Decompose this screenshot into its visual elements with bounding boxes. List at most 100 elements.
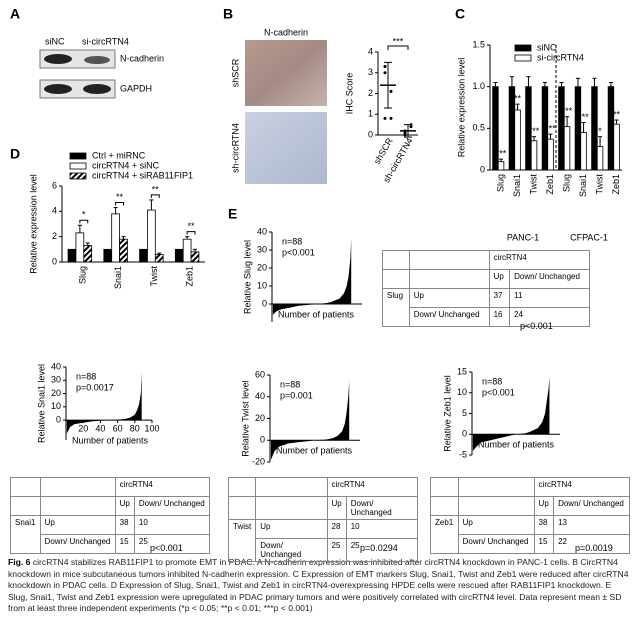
cell <box>255 477 328 497</box>
band-label: GAPDH <box>120 83 152 93</box>
bar <box>190 251 200 263</box>
x-tick-label: Zeb1 <box>611 174 621 195</box>
dot <box>389 89 393 93</box>
bar <box>67 248 77 263</box>
y-tick-label: 1 <box>368 109 373 119</box>
significance: ** <box>188 221 196 231</box>
col-label: Down/ Unchanged <box>509 269 590 289</box>
caption-text: circRTN4 stabilizes RAB11FIP1 to promote… <box>8 557 629 613</box>
y-axis-label: IHC Score <box>344 73 354 115</box>
y-tick-label: 60 <box>255 369 265 379</box>
count: 15 <box>533 534 555 554</box>
y-tick-label: 2 <box>52 231 57 241</box>
legend-swatch <box>69 172 87 180</box>
x-tick-label: Snai1 <box>578 174 588 197</box>
dot <box>389 116 393 120</box>
row-label: Down/ Unchanged <box>255 538 328 562</box>
p-label: p=0.0017 <box>76 382 114 392</box>
x-tick-label: Twist <box>149 266 159 287</box>
row: Down/ Unchanged 16 24 <box>383 307 590 327</box>
bar <box>182 238 192 263</box>
waterfall-area <box>472 376 550 451</box>
bar <box>514 109 521 171</box>
col-label: Down/ Unchanged <box>345 496 419 520</box>
bar <box>574 86 582 171</box>
x-tick-label: 40 <box>95 423 105 433</box>
caption-label: Fig. 6 <box>8 557 31 567</box>
y-tick-label: 15 <box>457 366 467 376</box>
significance: *** <box>393 36 404 46</box>
y-axis-label: Relative Snai1 level <box>36 364 46 443</box>
legend-label: siNC <box>537 42 557 52</box>
count: 11 <box>509 288 590 308</box>
legend-swatch <box>514 44 532 52</box>
bracket <box>186 231 196 235</box>
bar <box>83 245 93 263</box>
bracket <box>79 219 89 224</box>
panel-label: E <box>228 206 237 222</box>
contingency-table: circRTN4 Up Down/ Unchanged Zeb1 Up 38 13 Down/… <box>430 477 631 554</box>
dot <box>403 131 407 135</box>
y-tick-label: 0 <box>56 414 61 424</box>
cell <box>408 269 490 289</box>
legend-label: Ctrl + miRNC <box>92 150 146 160</box>
row-label: Down/ Unchanged <box>408 307 490 327</box>
p-value: p=0.0019 <box>575 543 613 553</box>
x-axis-label: Number of patients <box>72 435 149 445</box>
p-label: p<0.001 <box>282 247 315 257</box>
y-tick-label: 20 <box>51 388 61 398</box>
x-tick-label: Slug <box>496 174 506 192</box>
row: Slug Up 37 11 <box>382 288 590 327</box>
y-tick-label: 30 <box>257 244 267 254</box>
bar <box>607 86 615 171</box>
row: circRTN4 <box>382 250 591 270</box>
y-axis-label: Relative expression level <box>28 174 38 274</box>
bar <box>497 161 505 171</box>
legend-swatch <box>69 152 87 160</box>
significance: * <box>82 210 86 220</box>
lane-label: siNC <box>45 36 65 46</box>
x-tick-label: Slug <box>77 266 87 284</box>
col-header: circRTN4 <box>326 477 418 497</box>
ihc-image <box>245 40 327 106</box>
count: 10 <box>133 515 211 535</box>
bar <box>591 86 598 171</box>
y-tick-label: 5 <box>462 408 467 418</box>
bar <box>613 123 620 171</box>
cell <box>457 496 535 516</box>
row: Down/ Unchanged 25 25 <box>229 538 419 562</box>
x-axis-label: Number of patients <box>278 309 355 319</box>
y-tick-label: 3 <box>368 67 373 77</box>
bracket <box>150 194 160 198</box>
row-header: Snai1 <box>10 515 41 554</box>
x-tick-label: Snai1 <box>512 174 522 197</box>
x-tick-label: Snai1 <box>113 266 123 289</box>
n-label: n=88 <box>282 236 302 246</box>
count: 16 <box>488 307 511 327</box>
bar <box>530 140 538 171</box>
significance: *** <box>562 106 573 116</box>
count: 25 <box>326 538 347 562</box>
count: 25 <box>345 538 419 562</box>
row-label: Up <box>255 519 328 539</box>
y-tick-label: 10 <box>51 401 61 411</box>
x-tick-label: 20 <box>78 423 88 433</box>
bar <box>111 213 120 263</box>
cell <box>408 250 490 270</box>
y-tick-label: 6 <box>52 180 57 190</box>
significance: ** <box>116 192 124 202</box>
row-header: Zeb1 <box>430 515 459 554</box>
group-label: CFPAC-1 <box>570 232 608 242</box>
count: 28 <box>326 519 347 539</box>
x-axis-label: Number of patients <box>276 446 353 456</box>
caption: Fig. 6 circRTN4 stabilizes RAB11FIP1 to … <box>8 557 633 615</box>
count: 38 <box>114 515 135 535</box>
y-tick-label: 40 <box>51 361 61 371</box>
significance: ** <box>152 184 160 194</box>
bar <box>596 146 604 171</box>
row: circRTN4 <box>10 477 211 497</box>
bar <box>547 138 554 171</box>
count: 15 <box>114 534 135 554</box>
cell <box>255 496 328 520</box>
